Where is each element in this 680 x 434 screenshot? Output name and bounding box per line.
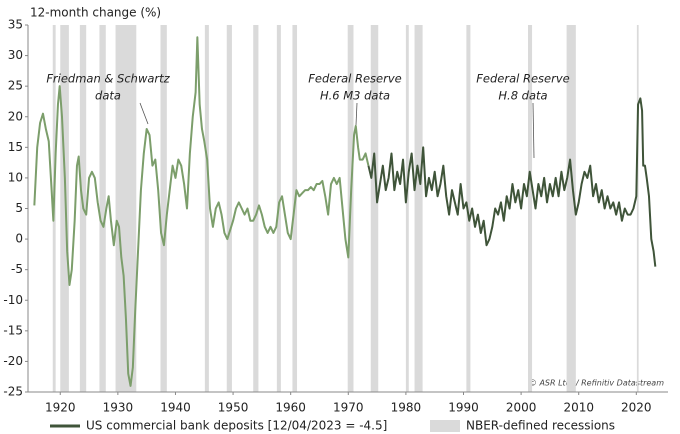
y-tick-label: 30: [8, 48, 23, 62]
annotation: Federal Reserve: [476, 72, 569, 86]
annotation-pointer: [355, 102, 358, 126]
x-tick-label: 1940: [160, 401, 191, 415]
y-tick-label: 35: [8, 18, 23, 32]
data-line: [367, 97, 657, 267]
source-note: © ASR Ltd. / Refinitiv Datastream: [529, 379, 664, 388]
y-tick-label: 15: [8, 140, 23, 154]
annotation: data: [95, 89, 121, 103]
y-axis-title: 12-month change (%): [30, 6, 161, 20]
data-line: [33, 36, 370, 387]
recession-band: [636, 25, 639, 392]
y-tick-label: -20: [3, 354, 23, 368]
y-tick-label: 5: [15, 201, 23, 215]
recession-band: [370, 25, 379, 392]
annotation: Federal Reserve: [308, 72, 401, 86]
y-tick-label: 20: [8, 109, 23, 123]
recession-band: [204, 25, 209, 392]
y-tick-label: -5: [11, 262, 23, 276]
legend-label: US commercial bank deposits [12/04/2023 …: [86, 419, 387, 433]
recession-band: [253, 25, 259, 392]
recession-band: [226, 25, 232, 392]
recession-band: [528, 25, 533, 392]
recession-band: [414, 25, 423, 392]
recession-band: [160, 25, 167, 392]
y-tick-label: -25: [3, 385, 23, 399]
recession-band: [466, 25, 471, 392]
y-tick-label: -10: [3, 293, 23, 307]
recession-band: [405, 25, 409, 392]
recession-band: [99, 25, 106, 392]
recession-band: [60, 25, 69, 392]
y-tick-label: 10: [8, 170, 23, 184]
x-tick-label: 1920: [45, 401, 76, 415]
x-tick-label: 2010: [563, 401, 594, 415]
x-tick-label: 2000: [506, 401, 537, 415]
legend-label: NBER-defined recessions: [466, 419, 615, 433]
x-tick-label: 1930: [103, 401, 134, 415]
y-tick-label: 25: [8, 79, 23, 93]
x-tick-label: 1980: [391, 401, 422, 415]
annotation: H.8 data: [498, 89, 547, 103]
annotation-pointer: [139, 102, 149, 125]
annotation-pointer: [532, 102, 535, 159]
x-tick-label: 1950: [218, 401, 249, 415]
legend-swatch: [430, 420, 460, 432]
x-tick-label: 1970: [333, 401, 364, 415]
annotation: H.6 M3 data: [320, 89, 390, 103]
y-tick-label: -15: [3, 323, 23, 337]
recession-band: [115, 25, 137, 392]
annotation: Friedman & Schwartz: [46, 72, 170, 86]
recession-band: [566, 25, 576, 392]
x-tick-label: 1960: [275, 401, 306, 415]
y-tick-label: 0: [15, 232, 23, 246]
x-tick-label: 1990: [448, 401, 479, 415]
x-tick-label: 2020: [621, 401, 652, 415]
